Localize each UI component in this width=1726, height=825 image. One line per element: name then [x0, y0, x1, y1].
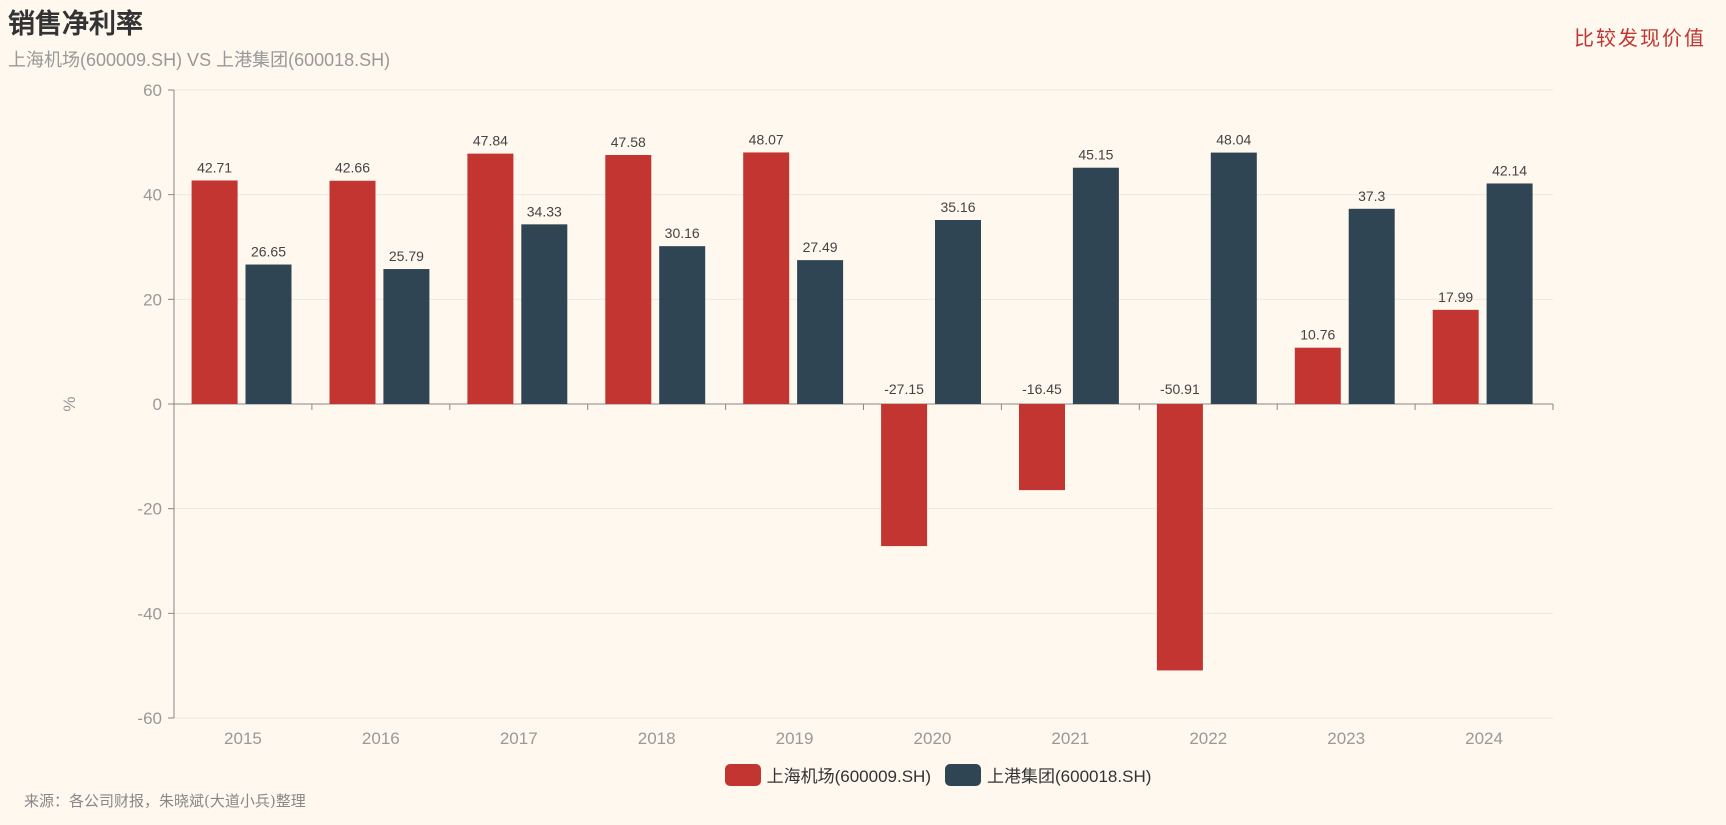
- data-label: 42.71: [197, 159, 232, 175]
- data-label: 17.99: [1438, 289, 1473, 305]
- y-tick-label: 20: [143, 290, 162, 309]
- x-tick-label: 2022: [1189, 729, 1227, 748]
- data-label: 47.84: [473, 133, 508, 149]
- data-label: 35.16: [940, 199, 975, 215]
- bar-series-0: [467, 153, 514, 404]
- legend: 上海机场(600009.SH) 上港集团(600018.SH): [0, 762, 1726, 787]
- data-label: -50.91: [1160, 381, 1200, 397]
- y-axis-label: %: [60, 396, 79, 411]
- bar-series-1: [1210, 152, 1257, 404]
- x-tick-label: 2023: [1327, 729, 1365, 748]
- legend-label: 上海机场(600009.SH): [766, 767, 931, 786]
- bar-series-1: [659, 246, 706, 404]
- bar-series-0: [191, 180, 238, 404]
- y-tick-label: 40: [143, 186, 162, 205]
- bar-series-0: [1432, 309, 1479, 404]
- bar-series-1: [1348, 208, 1395, 404]
- x-tick-label: 2020: [914, 729, 952, 748]
- x-tick-label: 2015: [224, 729, 262, 748]
- bar-series-1: [245, 264, 292, 404]
- data-label: 26.65: [251, 244, 286, 260]
- bar-series-1: [935, 219, 981, 404]
- legend-item-series-0[interactable]: 上海机场(600009.SH): [724, 762, 931, 787]
- bar-series-0: [1019, 404, 1065, 491]
- bar-series-0: [329, 180, 376, 404]
- data-label: 42.14: [1492, 162, 1527, 178]
- source-note: 来源：各公司财报，朱晓斌(大道小兵)整理: [24, 792, 306, 810]
- bar-series-1: [1486, 183, 1533, 404]
- data-label: 47.58: [611, 134, 646, 150]
- y-tick-label: -20: [137, 500, 162, 519]
- chart-title: 销售净利率: [8, 9, 143, 39]
- y-tick-label: -40: [137, 604, 162, 623]
- x-tick-label: 2016: [362, 729, 400, 748]
- legend-item-series-1[interactable]: 上港集团(600018.SH): [945, 762, 1151, 787]
- x-tick-label: 2017: [500, 729, 538, 748]
- bar-series-1: [1072, 167, 1119, 404]
- legend-swatch: [724, 763, 761, 786]
- data-label: 37.3: [1358, 188, 1385, 204]
- data-label: -27.15: [884, 381, 924, 397]
- bar-series-1: [797, 260, 844, 404]
- x-tick-label: 2018: [638, 729, 676, 748]
- bar-series-0: [881, 404, 928, 547]
- bar-series-0: [743, 152, 790, 404]
- data-label: 48.07: [749, 131, 784, 147]
- data-label: -16.45: [1022, 381, 1062, 397]
- data-label: 34.33: [527, 203, 562, 219]
- legend-label: 上港集团(600018.SH): [987, 767, 1152, 786]
- data-label: 45.15: [1078, 147, 1113, 163]
- bar-series-0: [1156, 404, 1203, 671]
- chart-subtitle: 上海机场(600009.SH) VS 上港集团(600018.SH): [8, 50, 391, 70]
- brand-text: 比较发现价值: [1574, 26, 1706, 50]
- bar-series-1: [521, 224, 568, 404]
- x-tick-label: 2024: [1465, 729, 1503, 748]
- data-label: 27.49: [803, 239, 838, 255]
- bar-series-0: [605, 154, 652, 404]
- data-label: 42.66: [335, 160, 370, 176]
- bar-series-0: [1294, 347, 1341, 404]
- y-tick-label: -60: [137, 709, 162, 728]
- bar-series-1: [383, 269, 430, 404]
- data-label: 48.04: [1216, 132, 1251, 148]
- x-tick-label: 2021: [1051, 729, 1089, 748]
- data-label: 30.16: [665, 225, 700, 241]
- y-tick-label: 0: [153, 395, 162, 414]
- data-label: 10.76: [1300, 327, 1335, 343]
- x-tick-label: 2019: [776, 729, 814, 748]
- y-tick-label: 60: [143, 81, 162, 100]
- legend-swatch: [945, 763, 981, 786]
- data-label: 25.79: [389, 248, 424, 264]
